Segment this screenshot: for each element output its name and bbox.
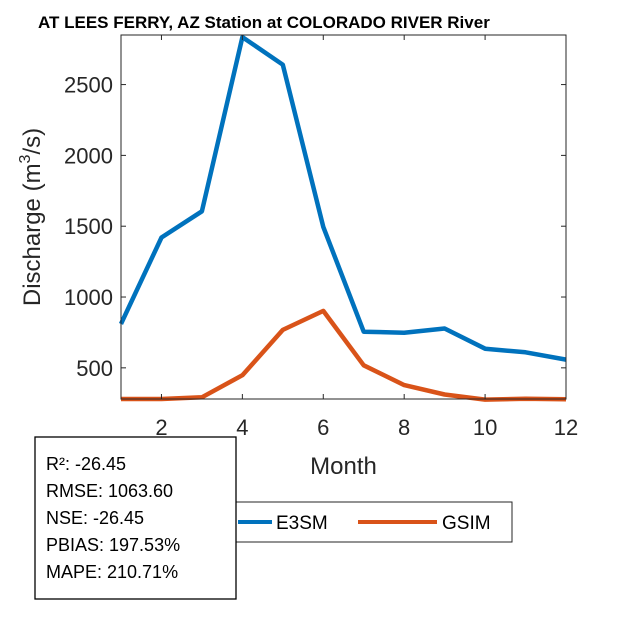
stat-pbias: PBIAS: 197.53% xyxy=(46,535,180,555)
x-tick-label: 6 xyxy=(317,415,329,440)
x-axis-label: Month xyxy=(310,453,377,480)
y-tick-label: 2000 xyxy=(64,143,113,168)
y-axis-ticks: 500 1000 1500 2000 2500 xyxy=(64,73,566,381)
y-axis-label-tail: /s) xyxy=(19,128,46,155)
stat-rmse: RMSE: 1063.60 xyxy=(46,481,173,501)
y-tick-label: 500 xyxy=(76,356,113,381)
x-tick-label: 10 xyxy=(473,415,497,440)
plot-area xyxy=(121,35,566,399)
y-tick-label: 1500 xyxy=(64,214,113,239)
x-tick-label: 2 xyxy=(155,415,167,440)
x-tick-label: 12 xyxy=(554,415,578,440)
y-axis-label-main: Discharge (m xyxy=(19,163,46,306)
legend-label-e3sm: E3SM xyxy=(276,513,328,534)
y-axis-label-superscript: 3 xyxy=(17,154,34,163)
y-tick-label: 2500 xyxy=(64,73,113,98)
chart-title: AT LEES FERRY, AZ Station at COLORADO RI… xyxy=(38,13,490,32)
y-tick-label: 1000 xyxy=(64,285,113,310)
stat-mape: MAPE: 210.71% xyxy=(46,562,178,582)
x-axis-ticks: 2 4 6 8 10 12 xyxy=(155,35,578,440)
x-tick-label: 8 xyxy=(398,415,410,440)
stats-box: R²: -26.45 RMSE: 1063.60 NSE: -26.45 PBI… xyxy=(34,436,237,600)
x-tick-label: 4 xyxy=(236,415,248,440)
legend-label-gsim: GSIM xyxy=(442,513,491,534)
y-axis-label: Discharge (m3/s) xyxy=(17,128,46,306)
axes-box xyxy=(120,34,567,400)
stat-nse: NSE: -26.45 xyxy=(46,508,144,528)
legend: E3SM GSIM xyxy=(235,501,513,543)
stat-r2: R²: -26.45 xyxy=(46,454,126,474)
stats-box-frame xyxy=(34,436,237,600)
series-line-e3sm xyxy=(118,34,567,362)
